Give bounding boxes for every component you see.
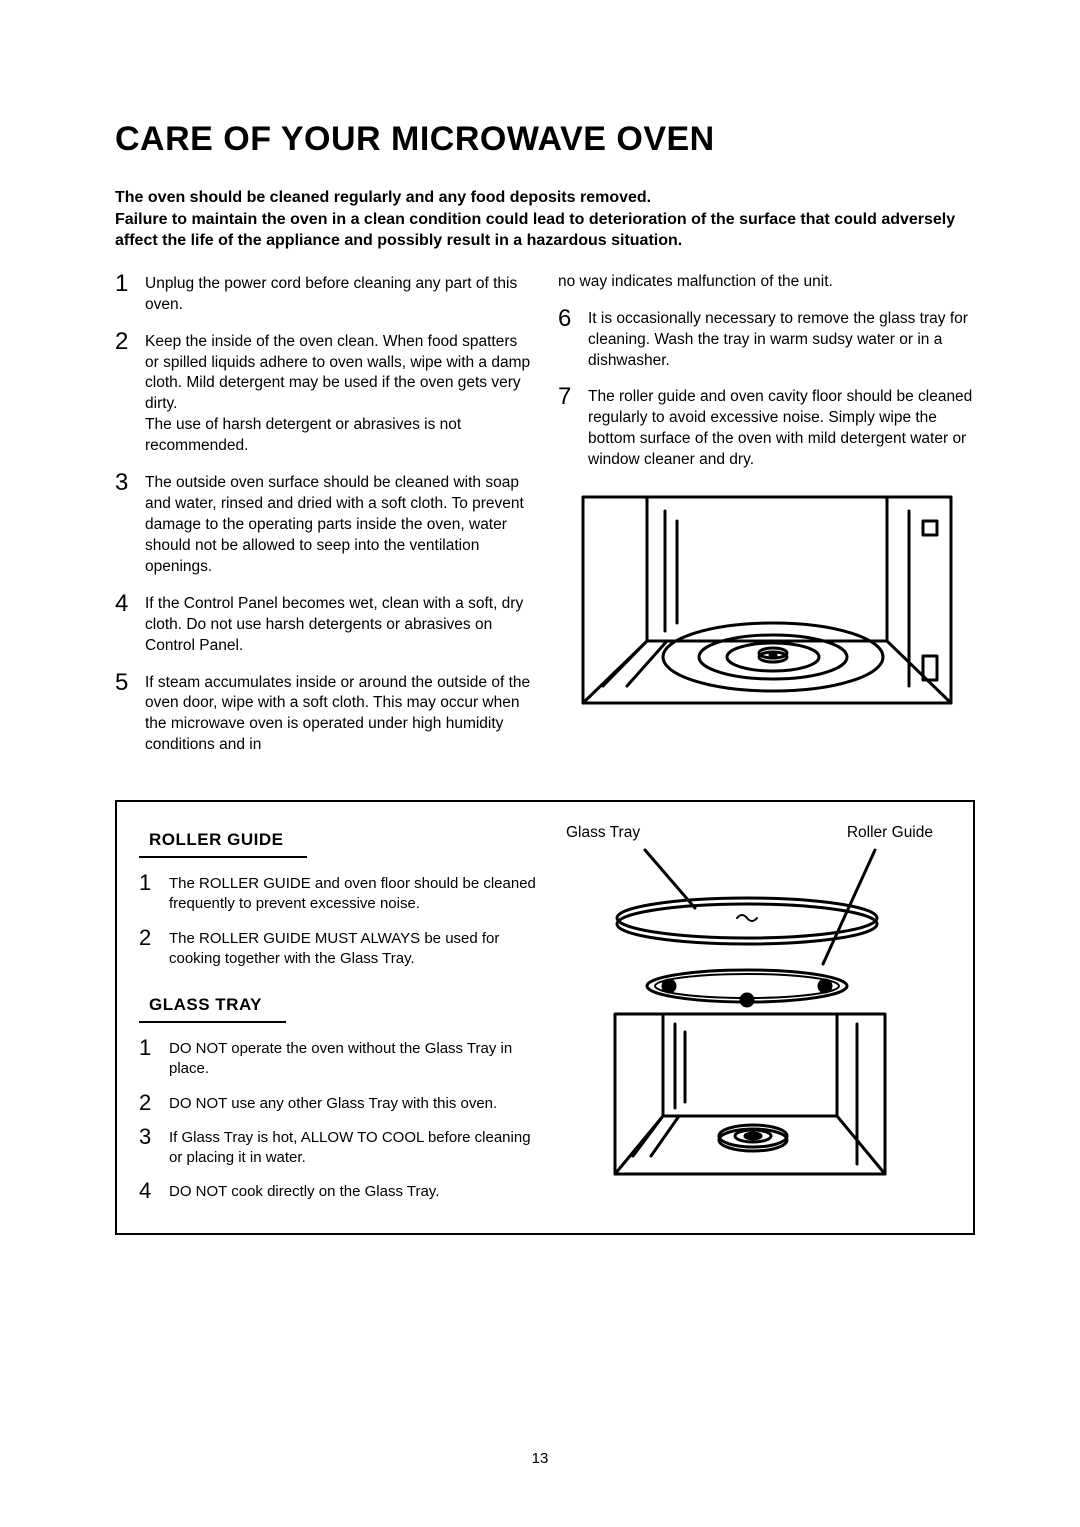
list-item: 1 DO NOT operate the oven without the Gl… bbox=[139, 1037, 536, 1080]
info-panel: ROLLER GUIDE 1 The ROLLER GUIDE and oven… bbox=[115, 800, 975, 1235]
item-number: 1 bbox=[139, 872, 159, 915]
item-number: 4 bbox=[115, 592, 135, 657]
list-item: 2 Keep the inside of the oven clean. Whe… bbox=[115, 330, 532, 458]
item-number: 7 bbox=[558, 385, 578, 471]
manual-page: CARE OF YOUR MICROWAVE OVEN The oven sho… bbox=[0, 0, 1080, 1275]
two-column-layout: 1 Unplug the power cord before cleaning … bbox=[115, 272, 975, 770]
subheading-box: ROLLER GUIDE bbox=[139, 824, 307, 858]
item-text: Keep the inside of the oven clean. When … bbox=[145, 330, 532, 458]
item-number: 2 bbox=[115, 330, 135, 458]
item-text: The ROLLER GUIDE MUST ALWAYS be used for… bbox=[169, 927, 536, 970]
item-number: 1 bbox=[139, 1037, 159, 1080]
item-number: 6 bbox=[558, 307, 578, 372]
intro-paragraph: The oven should be cleaned regularly and… bbox=[115, 187, 975, 252]
list-item: 1 The ROLLER GUIDE and oven floor should… bbox=[139, 872, 536, 915]
item-number: 2 bbox=[139, 927, 159, 970]
list-item: 2 The ROLLER GUIDE MUST ALWAYS be used f… bbox=[139, 927, 536, 970]
item-text: The roller guide and oven cavity floor s… bbox=[588, 385, 975, 471]
list-item: 4 DO NOT cook directly on the Glass Tray… bbox=[139, 1180, 536, 1202]
list-item: 3 The outside oven surface should be cle… bbox=[115, 471, 532, 578]
panel-left-column: ROLLER GUIDE 1 The ROLLER GUIDE and oven… bbox=[139, 824, 536, 1215]
list-item: 7 The roller guide and oven cavity floor… bbox=[558, 385, 975, 471]
tray-assembly-icon bbox=[575, 846, 935, 1181]
list-item: 4 If the Control Panel becomes wet, clea… bbox=[115, 592, 532, 657]
tray-assembly-illustration bbox=[556, 846, 953, 1186]
list-item: 2 DO NOT use any other Glass Tray with t… bbox=[139, 1092, 536, 1114]
item-number: 5 bbox=[115, 671, 135, 757]
item-number: 3 bbox=[139, 1126, 159, 1169]
intro-line1: The oven should be cleaned regularly and… bbox=[115, 189, 651, 206]
oven-interior-illustration bbox=[558, 491, 975, 714]
subheading-box: GLASS TRAY bbox=[139, 989, 286, 1023]
item-number: 2 bbox=[139, 1092, 159, 1114]
right-column: no way indicates malfunction of the unit… bbox=[558, 272, 975, 770]
item-text: The outside oven surface should be clean… bbox=[145, 471, 532, 578]
item-number: 1 bbox=[115, 272, 135, 316]
item-text: Unplug the power cord before cleaning an… bbox=[145, 272, 532, 316]
roller-guide-label: Roller Guide bbox=[847, 824, 933, 842]
page-title: CARE OF YOUR MICROWAVE OVEN bbox=[115, 120, 975, 159]
item-text: DO NOT operate the oven without the Glas… bbox=[169, 1037, 536, 1080]
panel-right-column: Glass Tray Roller Guide bbox=[556, 824, 953, 1215]
item-number: 4 bbox=[139, 1180, 159, 1202]
item-text: The ROLLER GUIDE and oven floor should b… bbox=[169, 872, 536, 915]
item-text: If the Control Panel becomes wet, clean … bbox=[145, 592, 532, 657]
item-text: It is occasionally necessary to remove t… bbox=[588, 307, 975, 372]
glass-tray-label: Glass Tray bbox=[566, 824, 640, 842]
item-text: DO NOT use any other Glass Tray with thi… bbox=[169, 1092, 536, 1114]
intro-line2: Failure to maintain the oven in a clean … bbox=[115, 211, 955, 250]
roller-guide-heading: ROLLER GUIDE bbox=[149, 830, 283, 850]
glass-tray-heading: GLASS TRAY bbox=[149, 995, 262, 1015]
list-item: 6 It is occasionally necessary to remove… bbox=[558, 307, 975, 372]
list-item: 1 Unplug the power cord before cleaning … bbox=[115, 272, 532, 316]
item-text: If steam accumulates inside or around th… bbox=[145, 671, 532, 757]
item-number: 3 bbox=[115, 471, 135, 578]
continuation-text: no way indicates malfunction of the unit… bbox=[558, 272, 975, 293]
diagram-labels-row: Glass Tray Roller Guide bbox=[556, 824, 953, 842]
list-item: 5 If steam accumulates inside or around … bbox=[115, 671, 532, 757]
page-number: 13 bbox=[0, 1450, 1080, 1467]
item-text: If Glass Tray is hot, ALLOW TO COOL befo… bbox=[169, 1126, 536, 1169]
left-column: 1 Unplug the power cord before cleaning … bbox=[115, 272, 532, 770]
list-item: 3 If Glass Tray is hot, ALLOW TO COOL be… bbox=[139, 1126, 536, 1169]
oven-interior-icon bbox=[577, 491, 957, 709]
item-text: DO NOT cook directly on the Glass Tray. bbox=[169, 1180, 536, 1202]
